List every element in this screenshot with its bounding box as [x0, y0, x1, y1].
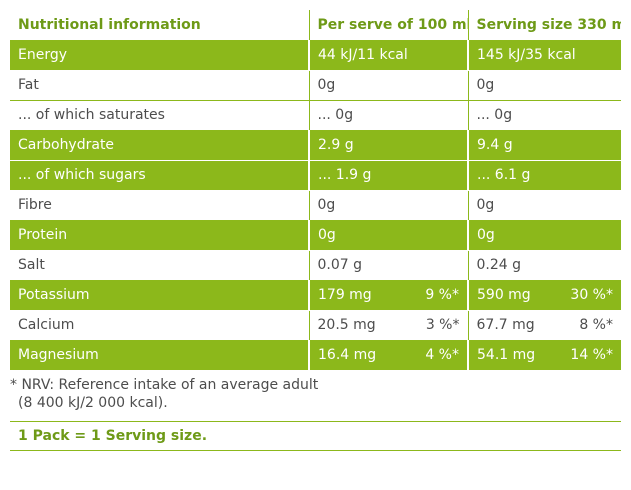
table-row: ... of which saturates ... 0g ... 0g [10, 100, 621, 131]
table-row: Magnesium 16.4 mg 4 %* 54.1 mg 14 %* [10, 340, 621, 371]
pack-note: 1 Pack = 1 Serving size. [18, 428, 208, 444]
value-per-serving: ... 6.1 g [467, 160, 621, 191]
divider [10, 421, 621, 422]
amount: 54.1 mg [477, 347, 536, 363]
value-per-serving: 54.1 mg 14 %* [467, 340, 621, 371]
value-per-100ml: 2.9 g [308, 130, 468, 161]
amount: 67.7 mg [476, 317, 535, 333]
value-per-serving: ... 0g [467, 100, 621, 131]
value-per-100ml: 0g [308, 220, 468, 251]
value-per-serving: 9.4 g [467, 130, 621, 161]
amount: ... 0g [476, 107, 513, 123]
nrv-percent: 30 %* [570, 287, 613, 303]
nutrient-name: Carbohydrate [10, 130, 309, 161]
amount: 0g [476, 197, 495, 213]
value-per-serving: 0g [467, 190, 621, 221]
amount: 0g [317, 77, 336, 93]
nutrient-name: Magnesium [10, 340, 309, 371]
value-per-serving: 0g [467, 220, 621, 251]
nrv-percent: 4 %* [425, 347, 459, 363]
header-per-100ml: Per serve of 100 ml [308, 10, 468, 41]
value-per-serving: 145 kJ/35 kcal [467, 40, 621, 71]
amount: 145 kJ/35 kcal [477, 47, 576, 63]
nutrient-name: ... of which sugars [10, 160, 309, 191]
amount: 20.5 mg [317, 317, 376, 333]
table-row: ... of which sugars ... 1.9 g ... 6.1 g [10, 160, 621, 191]
footnote-line-1: * NRV: Reference intake of an average ad… [10, 377, 319, 393]
value-per-100ml: ... 1.9 g [308, 160, 468, 191]
header-nutritional-information: Nutritional information [10, 10, 309, 41]
value-per-serving: 67.7 mg 8 %* [467, 310, 621, 341]
table-header-row: Nutritional information Per serve of 100… [10, 10, 621, 41]
value-per-100ml: ... 0g [308, 100, 468, 131]
nutrient-name: Energy [10, 40, 309, 71]
header-serving-size: Serving size 330 ml [467, 10, 621, 41]
table-row: Protein 0g 0g [10, 220, 621, 251]
amount: 9.4 g [477, 137, 513, 153]
amount: 16.4 mg [318, 347, 377, 363]
table-row: Salt 0.07 g 0.24 g [10, 250, 621, 281]
value-per-serving: 0g [467, 70, 621, 101]
nutrient-name: Fat [10, 70, 309, 101]
footnote-line-2: (8 400 kJ/2 000 kcal). [18, 395, 168, 411]
amount: ... 6.1 g [477, 167, 531, 183]
table-row: Carbohydrate 2.9 g 9.4 g [10, 130, 621, 161]
value-per-100ml: 0.07 g [308, 250, 468, 281]
nrv-percent: 14 %* [570, 347, 613, 363]
amount: 0g [317, 197, 336, 213]
amount: 0g [318, 227, 336, 243]
nutrient-name: Potassium [10, 280, 309, 311]
nutrient-name: ... of which saturates [10, 100, 309, 131]
nutrient-name: Fibre [10, 190, 309, 221]
amount: 2.9 g [318, 137, 354, 153]
amount: 0.24 g [476, 257, 522, 273]
amount: 0.07 g [317, 257, 363, 273]
nutrient-name: Salt [10, 250, 309, 281]
amount: ... 1.9 g [318, 167, 372, 183]
amount: 0g [476, 77, 495, 93]
nrv-footnote: * NRV: Reference intake of an average ad… [10, 376, 613, 412]
nrv-percent: 3 %* [425, 317, 460, 333]
value-per-100ml: 44 kJ/11 kcal [308, 40, 468, 71]
value-per-serving: 590 mg 30 %* [467, 280, 621, 311]
value-per-100ml: 0g [308, 70, 468, 101]
table-row: Energy 44 kJ/11 kcal 145 kJ/35 kcal [10, 40, 621, 71]
nutrient-name: Calcium [10, 310, 309, 341]
amount: ... 0g [317, 107, 354, 123]
table-row: Fibre 0g 0g [10, 190, 621, 221]
value-per-100ml: 16.4 mg 4 %* [308, 340, 468, 371]
amount: 0g [477, 227, 495, 243]
table-row: Calcium 20.5 mg 3 %* 67.7 mg 8 %* [10, 310, 621, 341]
value-per-100ml: 20.5 mg 3 %* [308, 310, 468, 341]
table-row: Fat 0g 0g [10, 70, 621, 101]
value-per-100ml: 0g [308, 190, 468, 221]
amount: 590 mg [477, 287, 531, 303]
table-row: Potassium 179 mg 9 %* 590 mg 30 %* [10, 280, 621, 311]
value-per-serving: 0.24 g [467, 250, 621, 281]
amount: 179 mg [318, 287, 372, 303]
amount: 44 kJ/11 kcal [318, 47, 408, 63]
divider [10, 450, 621, 451]
nutrient-name: Protein [10, 220, 309, 251]
nrv-percent: 8 %* [579, 317, 613, 333]
nrv-percent: 9 %* [425, 287, 459, 303]
value-per-100ml: 179 mg 9 %* [308, 280, 468, 311]
nutrition-table: Nutritional information Per serve of 100… [10, 10, 621, 371]
